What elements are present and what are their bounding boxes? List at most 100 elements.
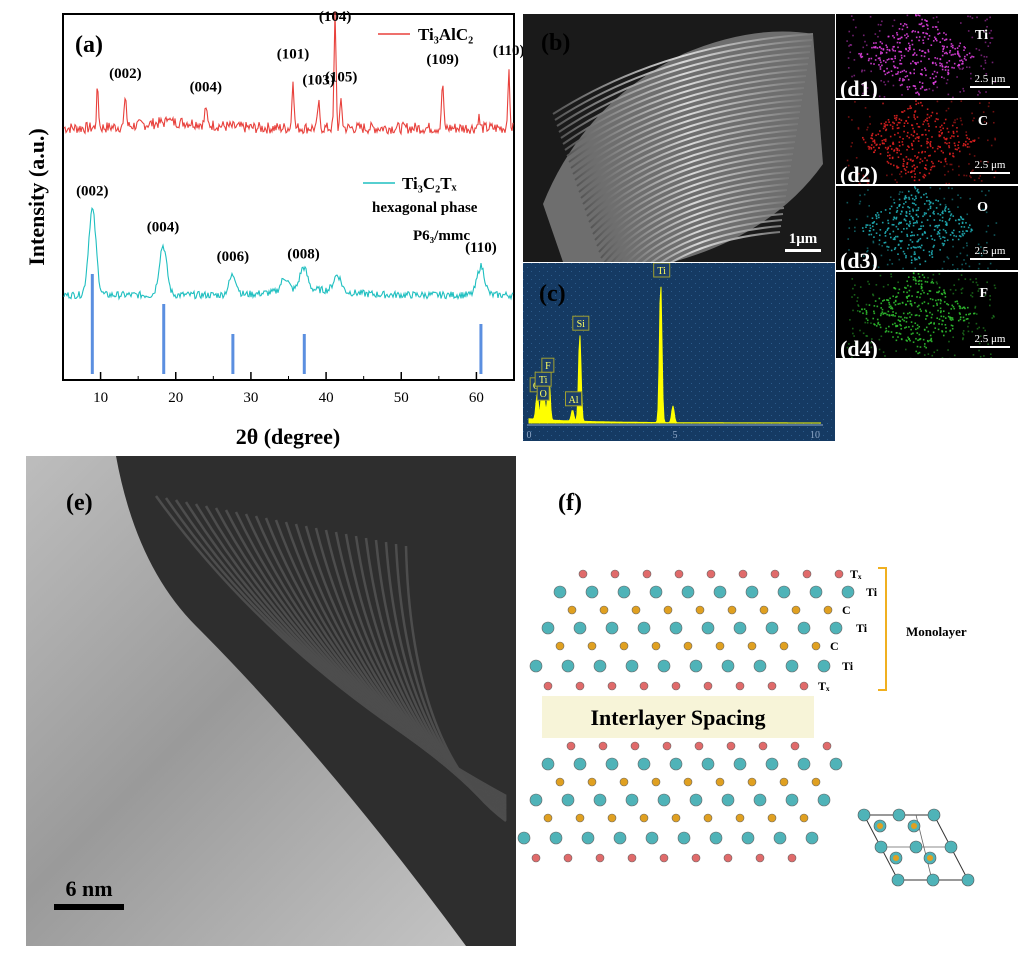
atom-c [587, 777, 597, 787]
atom-ti [733, 757, 747, 771]
atom-tx [834, 569, 844, 579]
atom-ti [741, 831, 755, 845]
atom-ti [773, 831, 787, 845]
map-scale-bar: 2.5 μm [970, 245, 1010, 260]
phase-note-2: P6₃/mmc [413, 228, 470, 244]
tem-scale-bar: 6 nm [54, 876, 124, 910]
atom-tx [607, 681, 617, 691]
atom-ti [689, 659, 703, 673]
atom-ti [817, 659, 831, 673]
map-scale-text: 2.5 μm [974, 73, 1006, 85]
atom-c [631, 605, 641, 615]
eds-peak-label-5: Si [572, 315, 590, 331]
atom-c [811, 641, 821, 651]
atom-tx [627, 853, 637, 863]
eds-tick-5: 5 [673, 430, 678, 441]
atom-ti [637, 621, 651, 635]
atom-ti [529, 659, 543, 673]
atom-ti [517, 831, 531, 845]
atom-tx [662, 741, 672, 751]
x-tick-label-60: 60 [469, 390, 484, 406]
atom-c [779, 641, 789, 651]
atom-ti [713, 585, 727, 599]
atom-ti [817, 793, 831, 807]
atom-ti [669, 757, 683, 771]
map-element-f: F [979, 286, 988, 301]
atom-ti [625, 793, 639, 807]
atom-tx [610, 569, 620, 579]
atom-tx [706, 569, 716, 579]
eds-tick-0: 0 [527, 430, 532, 441]
x-tick-label-10: 10 [93, 390, 108, 406]
atom-ti [745, 585, 759, 599]
svg-text:O: O [540, 389, 547, 400]
atom-c [791, 605, 801, 615]
atom-c [703, 813, 713, 823]
atom-c [543, 813, 553, 823]
atom-ti [605, 621, 619, 635]
svg-text:Al: Al [569, 395, 579, 406]
atom-tx [575, 681, 585, 691]
atom-c [747, 641, 757, 651]
atom-ti [637, 757, 651, 771]
atom-c [619, 777, 629, 787]
panel-label-e: (e) [66, 490, 93, 516]
atom-ti [701, 757, 715, 771]
atom-ti [617, 585, 631, 599]
atom-ti [829, 621, 843, 635]
atom-ti [777, 585, 791, 599]
atom-ti [561, 659, 575, 673]
atom-ti [765, 757, 779, 771]
atom-ti [753, 659, 767, 673]
monolayer-label: Monolayer [906, 624, 967, 639]
atom-ti [657, 793, 671, 807]
atom-c [555, 777, 565, 787]
atom-c [651, 641, 661, 651]
atom-ti [785, 793, 799, 807]
series-line-1 [63, 207, 514, 301]
phase-note-1: hexagonal phase [372, 200, 478, 216]
map-scale-text: 2.5 μm [974, 159, 1006, 171]
atom-c [619, 641, 629, 651]
atom-c [683, 641, 693, 651]
map-element-c: C [977, 114, 988, 129]
atom-c [727, 605, 737, 615]
atom-tx [787, 853, 797, 863]
atom-c [587, 641, 597, 651]
atom-tx [642, 569, 652, 579]
atom-tx [703, 681, 713, 691]
eds-tick-10: 10 [810, 430, 820, 441]
atom-ti [753, 793, 767, 807]
atom-tx [598, 741, 608, 751]
atom-ti [549, 831, 563, 845]
peak-label-1-6: (110) [465, 240, 497, 256]
map-element-ti: Ti [975, 28, 988, 43]
map-element-o: O [977, 200, 988, 215]
atom-tx [659, 853, 669, 863]
atom-tx [563, 853, 573, 863]
atom-ti [681, 585, 695, 599]
atom-tx [767, 681, 777, 691]
x-tick-label-40: 40 [319, 390, 334, 406]
atom-ti [581, 831, 595, 845]
atom-tx [691, 853, 701, 863]
atom-tx [639, 681, 649, 691]
atom-tx [723, 853, 733, 863]
peak-label-0-6: (104) [319, 9, 352, 25]
y-axis-label: Intensity (a.u.) [24, 128, 49, 266]
atom-ti [593, 659, 607, 673]
atom-ti [605, 757, 619, 771]
atom-ti [841, 585, 855, 599]
atom-c [823, 605, 833, 615]
atom-c [599, 605, 609, 615]
atom-tx [738, 569, 748, 579]
atom-c [715, 641, 725, 651]
x-tick-label-30: 30 [243, 390, 258, 406]
layer-label-0: Tₓ [850, 567, 862, 581]
sem-flakes [543, 31, 823, 262]
monolayer-bracket [878, 567, 887, 691]
layer-label-1: Ti [866, 585, 878, 599]
layer-label-3: Ti [856, 621, 868, 635]
